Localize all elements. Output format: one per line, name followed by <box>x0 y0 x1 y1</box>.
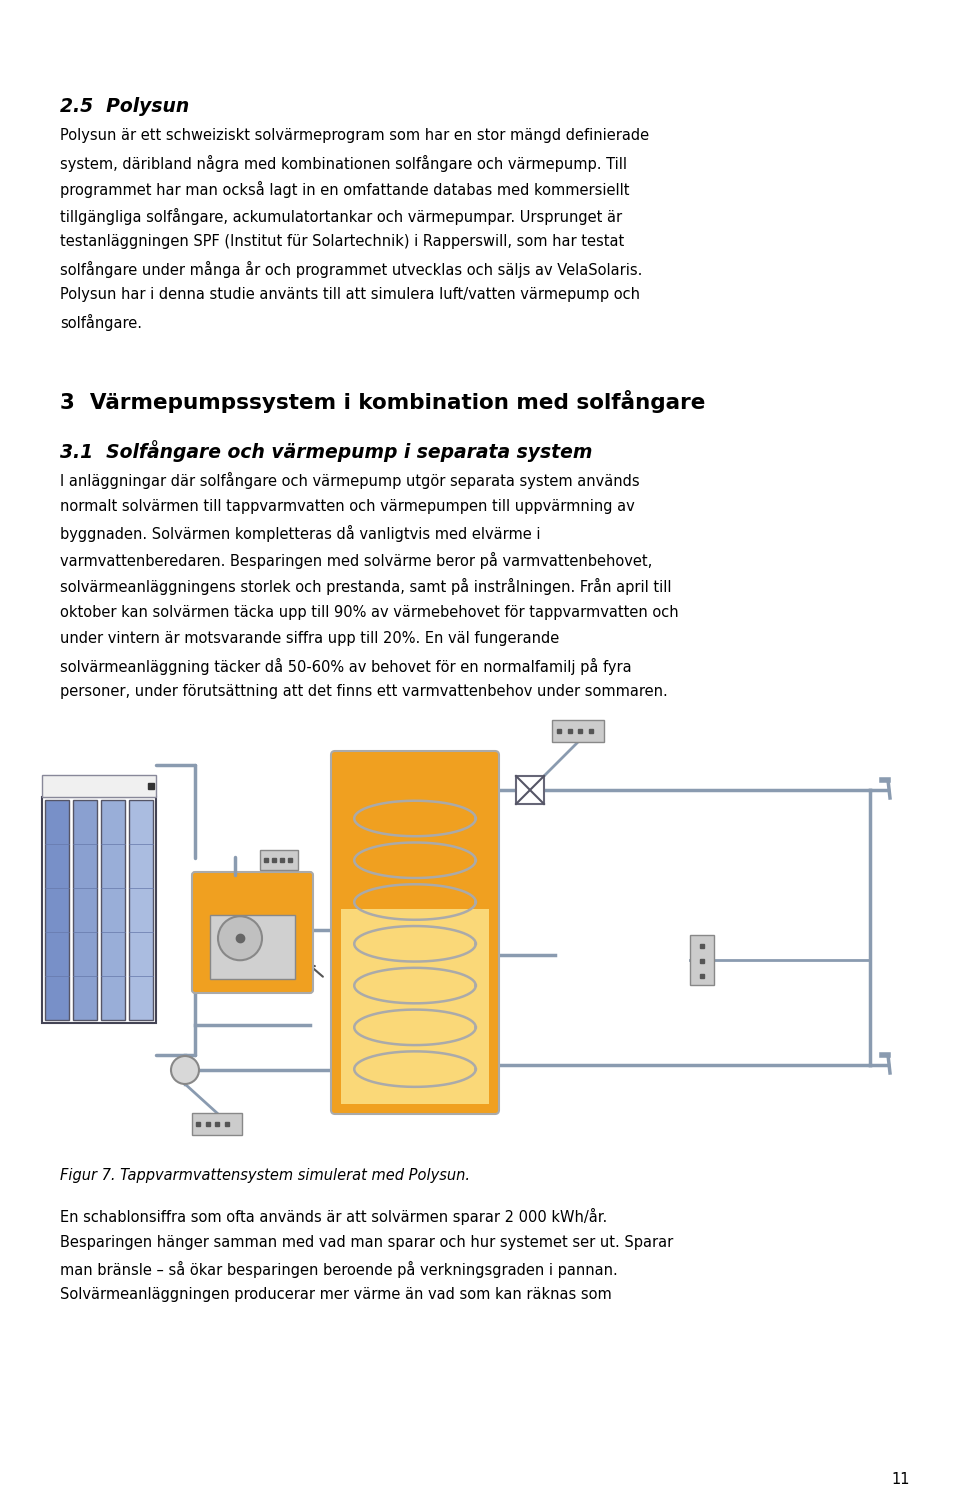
Text: solvärmeanläggning täcker då 50-60% av behovet för en normalfamilj på fyra: solvärmeanläggning täcker då 50-60% av b… <box>60 657 632 675</box>
Text: programmet har man också lagt in en omfattande databas med kommersiellt: programmet har man också lagt in en omfa… <box>60 181 630 198</box>
Bar <box>129 799 153 1019</box>
Text: oktober kan solvärmen täcka upp till 90% av värmebehovet för tappvarmvatten och: oktober kan solvärmen täcka upp till 90%… <box>60 605 679 620</box>
Text: tillgängliga solfångare, ackumulatortankar och värmepumpar. Ursprunget är: tillgängliga solfångare, ackumulatortank… <box>60 208 622 225</box>
FancyBboxPatch shape <box>331 751 499 1114</box>
Text: Polysun har i denna studie använts till att simulera luft/vatten värmepump och: Polysun har i denna studie använts till … <box>60 287 640 302</box>
Text: testanläggningen SPF (Institut für Solartechnik) i Rapperswill, som har testat: testanläggningen SPF (Institut für Solar… <box>60 234 624 249</box>
Text: under vintern är motsvarande siffra upp till 20%. En väl fungerande: under vintern är motsvarande siffra upp … <box>60 632 560 647</box>
FancyBboxPatch shape <box>192 871 313 993</box>
Text: varmvattenberedaren. Besparingen med solvärme beror på varmvattenbehovet,: varmvattenberedaren. Besparingen med sol… <box>60 551 652 569</box>
Bar <box>101 799 125 1019</box>
Text: system, däribland några med kombinationen solfångare och värmepump. Till: system, däribland några med kombinatione… <box>60 154 627 172</box>
Text: I anläggningar där solfångare och värmepump utgör separata system används: I anläggningar där solfångare och värmep… <box>60 472 639 490</box>
Text: man bränsle – så ökar besparingen beroende på verkningsgraden i pannan.: man bränsle – så ökar besparingen beroen… <box>60 1260 617 1278</box>
Text: Polysun är ett schweiziskt solvärmeprogram som har en stor mängd definierade: Polysun är ett schweiziskt solvärmeprogr… <box>60 129 649 144</box>
Bar <box>42 775 156 796</box>
Bar <box>42 796 156 1022</box>
Text: Solvärmeanläggningen producerar mer värme än vad som kan räknas som: Solvärmeanläggningen producerar mer värm… <box>60 1287 612 1302</box>
Circle shape <box>171 1055 199 1084</box>
Bar <box>516 775 544 804</box>
Bar <box>45 799 69 1019</box>
Text: normalt solvärmen till tappvarmvatten och värmepumpen till uppvärmning av: normalt solvärmen till tappvarmvatten oc… <box>60 499 635 513</box>
Bar <box>73 799 97 1019</box>
Text: byggnaden. Solvärmen kompletteras då vanligtvis med elvärme i: byggnaden. Solvärmen kompletteras då van… <box>60 525 540 542</box>
Text: personer, under förutsättning att det finns ett varmvattenbehov under sommaren.: personer, under förutsättning att det fi… <box>60 684 668 699</box>
Circle shape <box>218 916 262 960</box>
Bar <box>210 915 295 979</box>
Text: Figur 7. Tappvarmvattensystem simulerat med Polysun.: Figur 7. Tappvarmvattensystem simulerat … <box>60 1168 470 1183</box>
Text: 11: 11 <box>892 1472 910 1487</box>
Bar <box>690 936 714 985</box>
Text: En schablonsiffra som ofta används är att solvärmen sparar 2 000 kWh/år.: En schablonsiffra som ofta används är at… <box>60 1208 608 1225</box>
Bar <box>192 1112 242 1135</box>
Bar <box>341 909 489 1103</box>
Text: 3  Värmepumpssystem i kombination med solfångare: 3 Värmepumpssystem i kombination med sol… <box>60 391 706 413</box>
Bar <box>552 720 604 743</box>
Bar <box>260 850 298 870</box>
Text: 2.5  Polysun: 2.5 Polysun <box>60 97 189 115</box>
Text: solfångare.: solfångare. <box>60 313 142 331</box>
Text: solvärmeanläggningens storlek och prestanda, samt på instrålningen. Från april t: solvärmeanläggningens storlek och presta… <box>60 578 671 594</box>
Text: Besparingen hänger samman med vad man sparar och hur systemet ser ut. Sparar: Besparingen hänger samman med vad man sp… <box>60 1235 673 1250</box>
Text: solfångare under många år och programmet utvecklas och säljs av VelaSolaris.: solfångare under många år och programmet… <box>60 260 642 277</box>
Text: 3.1  Solfångare och värmepump i separata system: 3.1 Solfångare och värmepump i separata … <box>60 440 592 463</box>
